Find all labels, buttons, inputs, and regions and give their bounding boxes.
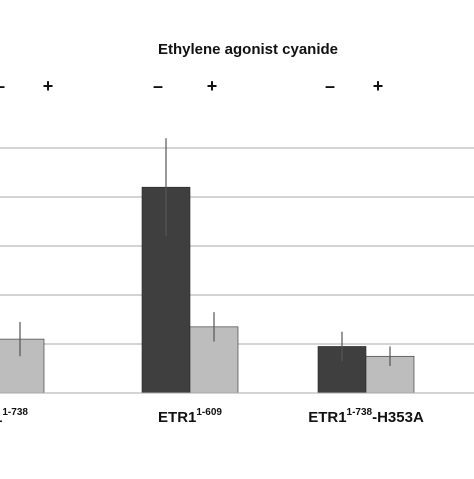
minus-sign-label: – bbox=[0, 76, 5, 96]
bar-plus bbox=[0, 338, 45, 394]
treatment-signs: – – – + + + bbox=[0, 76, 383, 96]
minus-sign-label: – bbox=[325, 76, 335, 96]
plus-sign-label: + bbox=[207, 76, 218, 96]
gridlines bbox=[0, 147, 474, 345]
plus-sign-label: + bbox=[373, 76, 384, 96]
plus-sign-label: + bbox=[43, 76, 54, 96]
error-bars bbox=[19, 138, 391, 367]
minus-sign-label: – bbox=[153, 76, 163, 96]
chart-title: Ethylene agonist cyanide bbox=[158, 41, 338, 58]
category-label: ETR11-738-H353A bbox=[308, 407, 424, 426]
category-label: ETR11-609 bbox=[158, 407, 222, 426]
bars bbox=[0, 186, 415, 394]
category-label: ETR11-738 bbox=[0, 407, 28, 426]
